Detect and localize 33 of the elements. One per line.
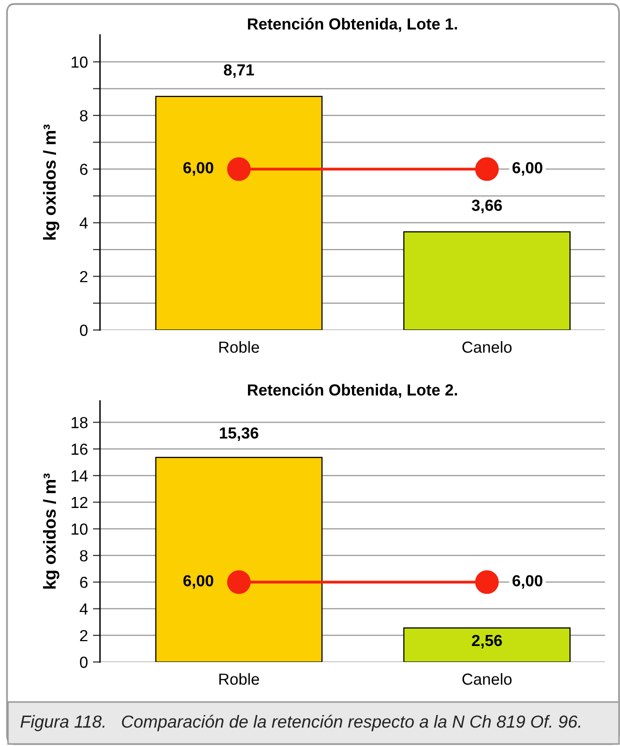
y-tick-label: 4 bbox=[80, 218, 88, 229]
y-tick-label: 8 bbox=[80, 110, 88, 122]
y-tick-label: 6 bbox=[80, 164, 88, 176]
x-tick-label: Canelo bbox=[462, 673, 512, 685]
y-tick-label: 18 bbox=[72, 416, 88, 428]
data-label: 2,56 bbox=[472, 634, 502, 648]
y-tick-label: 10 bbox=[72, 523, 88, 535]
y-axis-title: kg oxidos / m³ bbox=[43, 474, 60, 589]
y-tick-label: 16 bbox=[72, 444, 88, 455]
text: Figura 118. Comparación de la retención respecto a la N Ch 819 Of. 96. bbox=[20, 714, 580, 732]
chart-title: Retención Obtenida, Lote 1. bbox=[248, 18, 458, 32]
x-tick-label: Roble bbox=[219, 673, 260, 685]
data-label: 6,00 bbox=[512, 575, 542, 589]
data-label: 15,36 bbox=[220, 427, 258, 441]
x-tick-label: Roble bbox=[219, 341, 260, 353]
y-tick-label: 4 bbox=[80, 604, 88, 615]
y-tick-label: 14 bbox=[72, 470, 88, 482]
data-label: 6,00 bbox=[183, 162, 214, 176]
data-label: 8,71 bbox=[224, 64, 254, 78]
data-label: 3,66 bbox=[472, 200, 502, 214]
chart-title: Retención Obtenida, Lote 2. bbox=[248, 384, 458, 398]
data-label: 6,00 bbox=[183, 575, 214, 589]
y-tick-label: 8 bbox=[80, 550, 88, 562]
y-tick-label: 10 bbox=[72, 56, 88, 68]
y-tick-label: 0 bbox=[80, 656, 88, 668]
y-tick-label: 6 bbox=[80, 576, 88, 588]
y-tick-label: 2 bbox=[80, 630, 88, 642]
y-tick-label: 0 bbox=[80, 324, 88, 336]
y-tick-label: 2 bbox=[80, 271, 88, 282]
data-label: 6,00 bbox=[512, 162, 542, 176]
y-axis-title: kg oxidos / m³ bbox=[43, 124, 60, 240]
x-tick-label: Canelo bbox=[462, 341, 512, 353]
y-tick-label: 12 bbox=[72, 496, 88, 508]
